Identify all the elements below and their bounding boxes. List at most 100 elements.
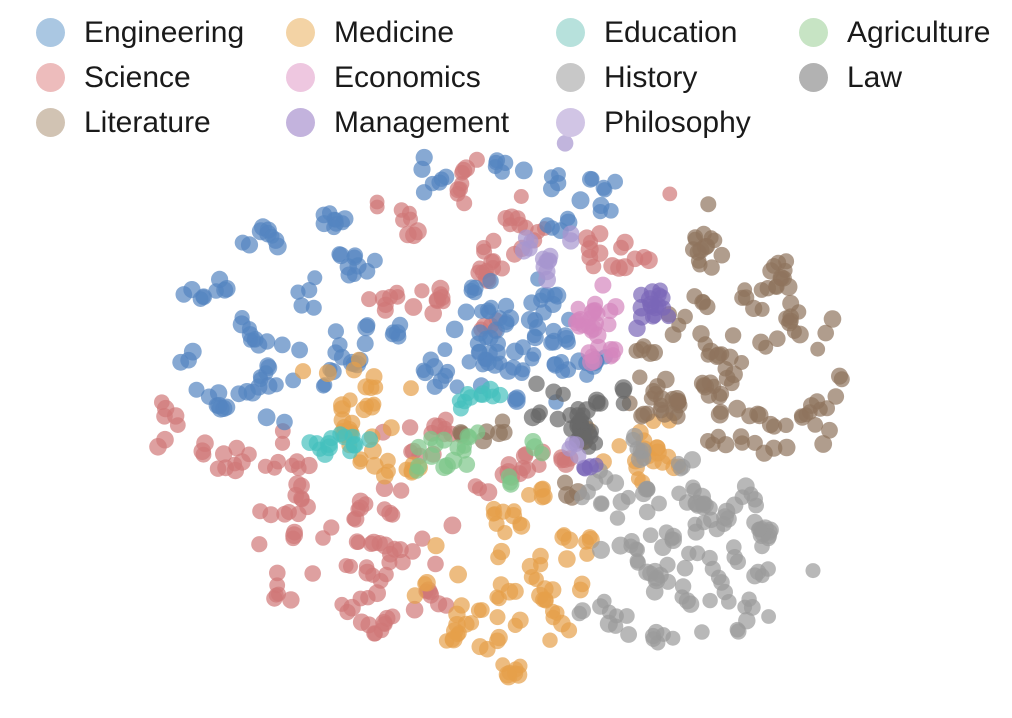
data-point (315, 530, 331, 546)
data-point (215, 445, 233, 463)
series-science (149, 151, 678, 642)
data-point (643, 390, 659, 406)
data-point (718, 369, 736, 387)
data-point (524, 351, 540, 367)
data-point (318, 364, 337, 382)
data-point (437, 411, 454, 428)
data-point (713, 246, 731, 264)
data-point (262, 506, 280, 524)
data-point (449, 565, 467, 584)
data-point (209, 384, 228, 402)
data-point (759, 280, 776, 297)
data-point (485, 500, 502, 517)
data-point (673, 461, 689, 477)
data-point (551, 167, 566, 182)
data-point (427, 555, 444, 573)
data-point (662, 186, 678, 202)
data-point (737, 282, 753, 298)
data-point (521, 487, 537, 503)
data-point (700, 347, 716, 363)
data-point (284, 457, 300, 473)
data-point (728, 399, 746, 418)
data-point (195, 288, 213, 306)
data-point (700, 387, 718, 404)
data-point (523, 294, 541, 312)
data-point (406, 587, 424, 604)
data-point (514, 161, 533, 180)
data-point (482, 272, 499, 290)
data-point (228, 439, 245, 457)
data-point (560, 335, 576, 350)
data-point (782, 294, 800, 312)
legend-label: Agriculture (847, 15, 991, 49)
data-point (592, 598, 609, 615)
data-point (766, 258, 782, 274)
data-point (484, 260, 502, 277)
legend-label: Economics (334, 60, 481, 94)
legend-swatch-circle (286, 18, 315, 47)
data-point (361, 431, 378, 448)
data-point (492, 542, 511, 561)
data-point (805, 563, 821, 579)
data-point (304, 565, 322, 582)
data-point (427, 436, 444, 453)
data-point (291, 341, 308, 359)
data-point (685, 479, 701, 495)
data-point (497, 315, 515, 333)
data-point (592, 540, 610, 559)
legend-item: History (556, 55, 751, 100)
legend-item: Economics (286, 55, 509, 100)
data-point (821, 421, 838, 439)
data-point (620, 489, 636, 505)
data-point (745, 299, 763, 317)
data-point (495, 657, 511, 673)
data-point (389, 289, 406, 305)
data-point (343, 598, 361, 617)
data-point (403, 380, 419, 397)
data-point (368, 379, 384, 395)
data-point (607, 173, 623, 190)
data-point (476, 240, 492, 256)
legend-item: Medicine (286, 10, 509, 55)
data-point (686, 288, 703, 305)
legend: Engineering Science Literature Medicine Econ… (0, 10, 1012, 150)
data-point (703, 259, 720, 276)
data-point (653, 289, 671, 307)
data-point (559, 361, 577, 378)
data-point (537, 592, 554, 609)
data-point (620, 626, 637, 643)
legend-swatch-circle (286, 108, 315, 137)
data-point (817, 324, 834, 342)
data-point (433, 286, 449, 302)
data-point (710, 428, 726, 444)
data-point (810, 341, 826, 357)
data-point (633, 308, 651, 326)
data-point (188, 381, 205, 398)
series-philosophy (514, 135, 587, 464)
series-law (523, 375, 633, 455)
data-point (433, 171, 450, 187)
data-point (571, 605, 587, 622)
data-point (489, 589, 505, 605)
data-point (410, 438, 427, 456)
data-point (632, 369, 648, 385)
data-point (579, 424, 597, 443)
data-point (579, 546, 595, 562)
data-point (513, 189, 529, 204)
data-point (755, 444, 773, 462)
data-point (521, 557, 539, 575)
data-point (761, 609, 776, 624)
data-point (606, 474, 625, 492)
data-point (726, 539, 742, 555)
data-point (629, 553, 645, 569)
data-point (710, 569, 727, 586)
data-point (545, 322, 562, 340)
data-point (307, 270, 323, 286)
data-point (636, 338, 652, 354)
data-point (286, 523, 303, 541)
data-point (492, 576, 510, 593)
data-point (592, 495, 610, 512)
data-point (259, 377, 278, 395)
